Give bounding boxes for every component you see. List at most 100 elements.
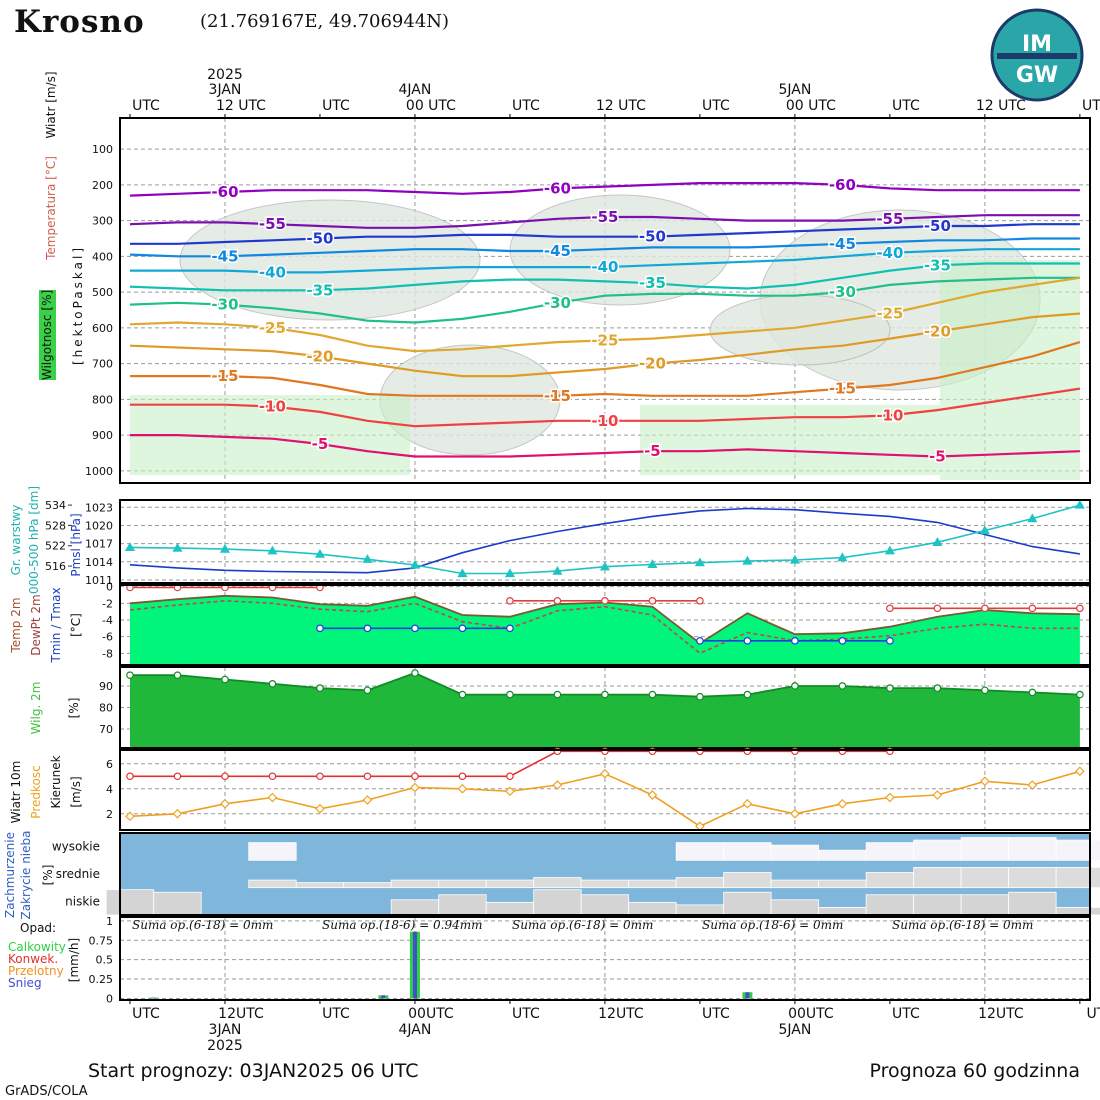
circle-marker — [696, 637, 704, 645]
circle-marker — [316, 624, 324, 633]
date-label: 3JAN — [209, 82, 242, 98]
triangle-marker — [172, 542, 183, 552]
cloud-bar — [770, 879, 820, 889]
cloud-bar — [628, 901, 677, 916]
circle-marker — [458, 772, 467, 781]
circle-marker — [743, 690, 752, 699]
x-tick-label: UTC — [892, 1006, 920, 1022]
circle-marker — [886, 604, 894, 613]
circle-marker — [648, 690, 657, 699]
axis-label: Wiatr [m/s] — [44, 71, 58, 138]
triangle-marker — [884, 545, 895, 555]
isotherm-label: -55 — [259, 215, 286, 233]
y2-tick-label: 528 — [45, 519, 66, 532]
cloud-bar — [723, 842, 772, 861]
x-tick-label: UTC — [322, 98, 350, 114]
y-tick-label: 80 — [99, 702, 113, 715]
triangle-marker — [267, 545, 278, 555]
logo-band — [997, 53, 1077, 59]
triangle-marker — [979, 525, 990, 535]
isotherm — [129, 276, 1080, 324]
diamond-marker — [790, 808, 800, 819]
precip-sum: Suma op.(6-18) = 0mm — [512, 918, 653, 932]
cloud-row-label: niskie — [65, 894, 100, 908]
axis-label: Zachmurzenie — [3, 832, 17, 918]
dashed-line — [129, 599, 1080, 655]
date-label: 3JAN — [209, 1022, 242, 1038]
circle-marker — [696, 692, 704, 701]
cloud-row-label: wysokie — [52, 840, 100, 854]
isotherm-label: -25 — [591, 331, 618, 349]
date-label: 5JAN — [778, 82, 811, 98]
circle-marker — [743, 637, 752, 645]
circle-marker — [933, 604, 942, 613]
circle-marker — [506, 597, 514, 605]
triangle-marker — [837, 552, 848, 562]
isotherm-label: -50 — [639, 228, 666, 246]
axis-label: Zakrycie nieba — [19, 831, 33, 920]
cloud-bar — [1008, 837, 1057, 861]
year-label: 2025 — [207, 67, 243, 83]
circle-marker — [268, 772, 277, 781]
isotherm-label: -5 — [929, 448, 946, 466]
x-tick-label: 00UTC — [788, 1006, 834, 1022]
panel-background — [120, 917, 1090, 1000]
circle-marker — [601, 690, 609, 699]
cloud-bar — [390, 899, 440, 916]
circle-marker — [126, 671, 134, 679]
x-tick-label: 00 UTC — [786, 98, 836, 114]
x-tick-label: UTC — [512, 98, 540, 114]
axis-label: Temperatura [°C] — [44, 156, 58, 261]
triangle-marker — [1074, 499, 1085, 509]
date-label: 5JAN — [778, 1022, 811, 1038]
y-tick-label: 1023 — [85, 501, 113, 514]
cloud-bar — [438, 894, 487, 916]
isotherm-label: -15 — [829, 380, 856, 398]
isotherm-label: -35 — [306, 281, 333, 299]
axis-label: DewPt 2m — [29, 594, 43, 656]
diamond-marker — [505, 786, 515, 797]
axis-label: [m/s] — [69, 776, 83, 807]
panel-frame — [119, 499, 1091, 584]
triangle-marker — [552, 565, 563, 575]
cloud-bar — [485, 901, 535, 916]
cloud-bar — [295, 882, 345, 889]
cloud-bar — [628, 879, 677, 889]
cloud-bar — [818, 849, 867, 861]
axis-label: Tmin / Tmax — [49, 587, 63, 663]
triangle-marker — [1027, 513, 1038, 523]
legend-entry: Konwek. — [8, 952, 58, 966]
triangle-marker — [647, 559, 658, 568]
axis-label: Temp 2m — [9, 597, 23, 653]
cloud-bar — [770, 844, 820, 861]
x-tick-label: 12UTC — [598, 1006, 644, 1022]
x-tick-label: 12UTC — [218, 1006, 264, 1022]
y-tick-label: 70 — [99, 723, 113, 736]
circle-marker — [791, 682, 799, 690]
x-tick-label: 00 UTC — [406, 98, 456, 114]
y-tick-label: 6 — [106, 758, 113, 771]
circle-marker — [363, 686, 372, 695]
panel-background — [120, 750, 1090, 830]
area — [130, 595, 1080, 665]
axis-label: [°C] — [69, 613, 83, 637]
triangle-marker — [409, 559, 420, 569]
circle-marker — [411, 772, 419, 781]
triangle-marker — [599, 561, 610, 571]
axis-label: Pmsl [hPa] — [69, 513, 83, 576]
circle-marker — [458, 690, 467, 699]
x-tick-label: UTC — [1082, 98, 1100, 114]
isotherm — [129, 214, 1080, 229]
circle-marker — [601, 597, 609, 605]
circle-marker — [173, 671, 182, 679]
triangle-marker — [219, 543, 230, 553]
triangle-marker — [742, 555, 753, 565]
isotherm — [129, 182, 1080, 197]
circle-marker — [411, 669, 419, 677]
y-tick-label: 1011 — [85, 574, 113, 587]
isotherm-label: -30 — [544, 294, 571, 312]
circle-marker — [363, 772, 372, 781]
cloud-bar — [960, 894, 1010, 916]
circle-marker — [791, 637, 799, 645]
triangle-marker — [504, 568, 515, 578]
